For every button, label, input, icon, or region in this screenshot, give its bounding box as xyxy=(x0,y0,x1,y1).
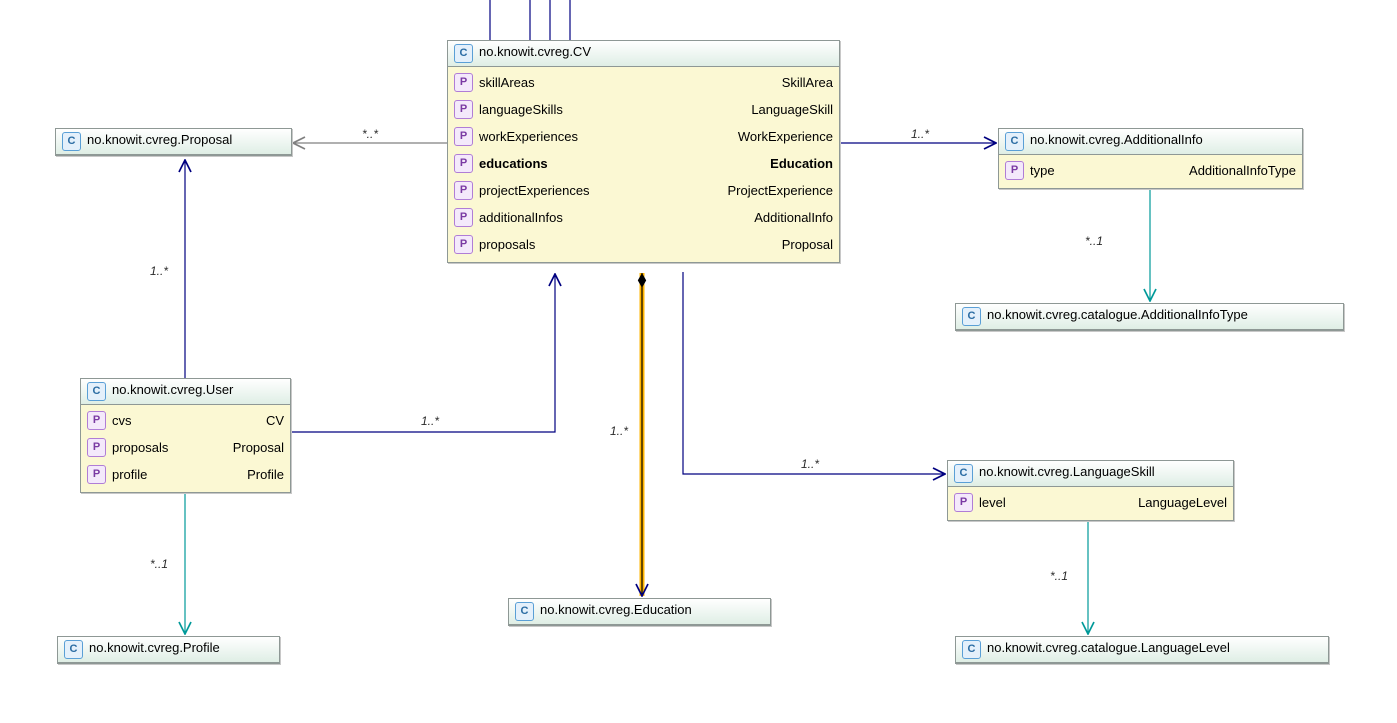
class-icon: C xyxy=(962,307,981,326)
class-icon: C xyxy=(87,382,106,401)
property-type: WorkExperience xyxy=(738,129,833,144)
property-type: Proposal xyxy=(782,237,833,252)
property-row[interactable]: PlanguageSkills LanguageSkill xyxy=(454,96,833,123)
class-title: no.knowit.cvreg.Profile xyxy=(89,640,220,655)
property-name: projectExperiences xyxy=(479,183,704,198)
class-body: Ptype AdditionalInfoType xyxy=(999,155,1302,188)
class-title: no.knowit.cvreg.User xyxy=(112,382,233,397)
class-title: no.knowit.cvreg.LanguageSkill xyxy=(979,464,1155,479)
class-icon: C xyxy=(1005,132,1024,151)
property-row[interactable]: Pprofile Profile xyxy=(87,461,284,488)
class-proposal[interactable]: Cno.knowit.cvreg.Proposal xyxy=(55,128,292,156)
property-name: languageSkills xyxy=(479,102,727,117)
property-type: SkillArea xyxy=(782,75,833,90)
class-header: Cno.knowit.cvreg.LanguageSkill xyxy=(948,461,1233,487)
class-education[interactable]: Cno.knowit.cvreg.Education xyxy=(508,598,771,626)
property-row[interactable]: PskillAreas SkillArea xyxy=(454,69,833,96)
class-body: Plevel LanguageLevel xyxy=(948,487,1233,520)
class-languageSkill[interactable]: Cno.knowit.cvreg.LanguageSkill Plevel Lang… xyxy=(947,460,1234,521)
class-title: no.knowit.cvreg.Education xyxy=(540,602,692,617)
property-icon: P xyxy=(87,438,106,457)
property-row[interactable]: PadditionalInfos AdditionalInfo xyxy=(454,204,833,231)
property-type: Profile xyxy=(247,467,284,482)
property-name: level xyxy=(979,495,1114,510)
class-additionalInfo[interactable]: Cno.knowit.cvreg.AdditionalInfo Ptype Addi… xyxy=(998,128,1303,189)
property-icon: P xyxy=(454,181,473,200)
property-type: LanguageLevel xyxy=(1138,495,1227,510)
class-cv[interactable]: Cno.knowit.cvreg.CVPskillAreasSkillAreaP… xyxy=(447,40,840,263)
class-icon: C xyxy=(954,464,973,483)
class-icon: C xyxy=(962,640,981,659)
class-languageLevel[interactable]: Cno.knowit.cvreg.catalogue.LanguageLevel xyxy=(955,636,1329,664)
class-title: no.knowit.cvreg.Proposal xyxy=(87,132,232,147)
class-body: PskillAreas SkillArea PlanguageSkills Langu… xyxy=(448,67,839,262)
multiplicity-label: *..* xyxy=(362,127,378,141)
property-icon: P xyxy=(87,465,106,484)
class-header: Cno.knowit.cvreg.User xyxy=(81,379,290,405)
class-title: no.knowit.cvreg.AdditionalInfo xyxy=(1030,132,1203,147)
property-name: skillAreas xyxy=(479,75,758,90)
class-header: Cno.knowit.cvreg.Profile xyxy=(58,637,279,663)
class-header: Cno.knowit.cvreg.Education xyxy=(509,599,770,625)
multiplicity-label: *..1 xyxy=(1050,569,1068,583)
class-icon: C xyxy=(64,640,83,659)
property-name: profile xyxy=(112,467,223,482)
property-icon: P xyxy=(454,208,473,227)
property-icon: P xyxy=(454,100,473,119)
class-profile[interactable]: Cno.knowit.cvreg.Profile xyxy=(57,636,280,664)
class-header: Cno.knowit.cvreg.Proposal xyxy=(56,129,291,155)
property-icon: P xyxy=(454,235,473,254)
class-title: no.knowit.cvreg.catalogue.LanguageLevel xyxy=(987,640,1230,655)
property-type: LanguageSkill xyxy=(751,102,833,117)
multiplicity-label: 1..* xyxy=(150,264,168,278)
property-icon: P xyxy=(954,493,973,512)
property-name: cvs xyxy=(112,413,242,428)
multiplicity-label: *..1 xyxy=(1085,234,1103,248)
property-name: type xyxy=(1030,163,1165,178)
multiplicity-label: 1..* xyxy=(801,457,819,471)
class-header: Cno.knowit.cvreg.catalogue.AdditionalInf… xyxy=(956,304,1343,330)
class-body: Pcvs CV Pproposals Proposal Pprofile Profile xyxy=(81,405,290,492)
property-icon: P xyxy=(454,154,473,173)
property-name: proposals xyxy=(112,440,209,455)
property-icon: P xyxy=(454,73,473,92)
property-row[interactable]: Plevel LanguageLevel xyxy=(954,489,1227,516)
property-row[interactable]: Peducations Education xyxy=(454,150,833,177)
property-type: AdditionalInfoType xyxy=(1189,163,1296,178)
class-title: no.knowit.cvreg.CV xyxy=(479,44,591,59)
property-name: additionalInfos xyxy=(479,210,730,225)
property-row[interactable]: Pcvs CV xyxy=(87,407,284,434)
class-header: Cno.knowit.cvreg.catalogue.LanguageLevel xyxy=(956,637,1328,663)
property-row[interactable]: PprojectExperiences ProjectExperience xyxy=(454,177,833,204)
property-type: Education xyxy=(770,156,833,171)
property-type: AdditionalInfo xyxy=(754,210,833,225)
class-icon: C xyxy=(62,132,81,151)
property-icon: P xyxy=(454,127,473,146)
property-type: ProjectExperience xyxy=(728,183,834,198)
multiplicity-label: 1..* xyxy=(911,127,929,141)
property-icon: P xyxy=(1005,161,1024,180)
property-row[interactable]: PworkExperiences WorkExperience xyxy=(454,123,833,150)
property-icon: P xyxy=(87,411,106,430)
class-header: Cno.knowit.cvreg.AdditionalInfo xyxy=(999,129,1302,155)
property-row[interactable]: Pproposals Proposal xyxy=(87,434,284,461)
class-icon: C xyxy=(515,602,534,621)
property-name: proposals xyxy=(479,237,758,252)
class-title: no.knowit.cvreg.catalogue.AdditionalInfo… xyxy=(987,307,1248,322)
class-user[interactable]: Cno.knowit.cvreg.User Pcvs CV Pproposals Pro… xyxy=(80,378,291,493)
property-name: workExperiences xyxy=(479,129,714,144)
multiplicity-label: *..1 xyxy=(150,557,168,571)
class-icon: C xyxy=(454,44,473,63)
property-type: CV xyxy=(266,413,284,428)
property-name: educations xyxy=(479,156,746,171)
property-type: Proposal xyxy=(233,440,284,455)
property-row[interactable]: Ptype AdditionalInfoType xyxy=(1005,157,1296,184)
multiplicity-label: 1..* xyxy=(421,414,439,428)
property-row[interactable]: Pproposals Proposal xyxy=(454,231,833,258)
class-header: Cno.knowit.cvreg.CV xyxy=(448,41,839,67)
class-additionalInfoType[interactable]: Cno.knowit.cvreg.catalogue.AdditionalInf… xyxy=(955,303,1344,331)
multiplicity-label: 1..* xyxy=(610,424,628,438)
